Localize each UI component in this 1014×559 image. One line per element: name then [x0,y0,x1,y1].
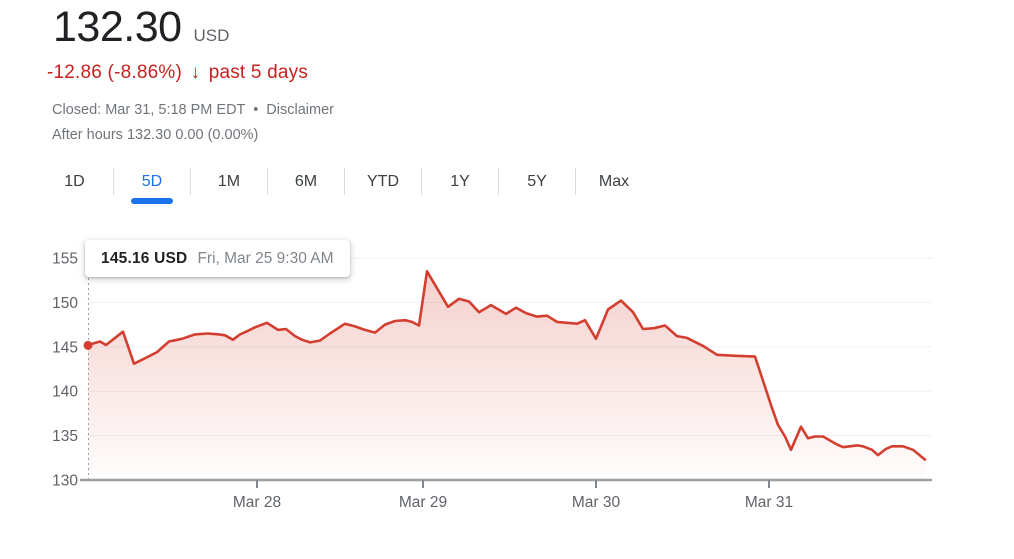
tab-label: 5Y [527,173,547,190]
tab-max[interactable]: Max [575,168,652,195]
time-range-tabs: 1D 5D 1M 6M YTD 1Y 5Y Max [36,168,652,204]
x-axis-label: Mar 30 [572,494,621,511]
x-axis-label: Mar 31 [745,494,793,511]
tab-1y[interactable]: 1Y [421,168,498,195]
y-axis-label-155: 155 [52,251,78,268]
x-axis-label: Mar 28 [233,494,281,511]
tab-5y[interactable]: 5Y [498,168,575,195]
price-area-fill [88,271,925,480]
active-tab-underline [131,198,173,204]
tab-label: 5D [141,173,163,190]
current-price-row: 132.30 USD [53,3,230,51]
tab-label: 6M [294,173,318,190]
tab-label: Max [598,173,630,190]
y-axis-label-140: 140 [52,384,78,401]
price-change-row: -12.86 (-8.86%) ↓ past 5 days [47,62,308,84]
x-axis-label: Mar 29 [399,494,447,511]
after-hours-status: After hours 132.30 0.00 (0.00%) [52,127,259,143]
tab-label: 1M [217,173,241,190]
change-period-label: past 5 days [208,62,309,83]
price-chart-area: 145.16 USD Fri, Mar 25 9:30 AM 130 135 140… [0,240,1014,559]
price-chart[interactable]: 130 135 140 145 150 155 Mar 28 Mar 29 Mar 30 Mar … [0,240,1014,559]
tooltip-time: Fri, Mar 25 9:30 AM [197,249,334,267]
price-change-value: -12.86 (-8.86%) [47,62,183,83]
arrow-down-icon: ↓ [190,62,201,83]
y-axis-label-150: 150 [52,295,78,312]
tab-5d[interactable]: 5D [113,168,190,204]
tab-label: 1Y [450,173,470,190]
y-axis-label-145: 145 [52,339,78,356]
tooltip-price: 145.16 USD [101,249,188,267]
market-status-row: Closed: Mar 31, 5:18 PM EDT • Disclaimer [52,102,334,118]
tab-ytd[interactable]: YTD [344,168,421,195]
disclaimer-link[interactable]: Disclaimer [266,102,334,118]
price-line [86,270,927,461]
chart-tooltip: 145.16 USD Fri, Mar 25 9:30 AM [85,240,350,277]
tab-1d[interactable]: 1D [36,168,113,195]
price-value: 132.30 [53,3,182,51]
tab-label: 1D [64,173,85,190]
market-status: Closed: Mar 31, 5:18 PM EDT [52,102,246,118]
y-axis-label-135: 135 [52,428,78,445]
y-axis-label-130: 130 [52,473,78,490]
tab-label: YTD [367,173,399,190]
bullet-separator: • [253,102,259,118]
currency-label: USD [193,26,230,45]
tab-1m[interactable]: 1M [190,168,267,195]
tab-6m[interactable]: 6M [267,168,344,195]
hovered-point-marker [83,340,93,350]
